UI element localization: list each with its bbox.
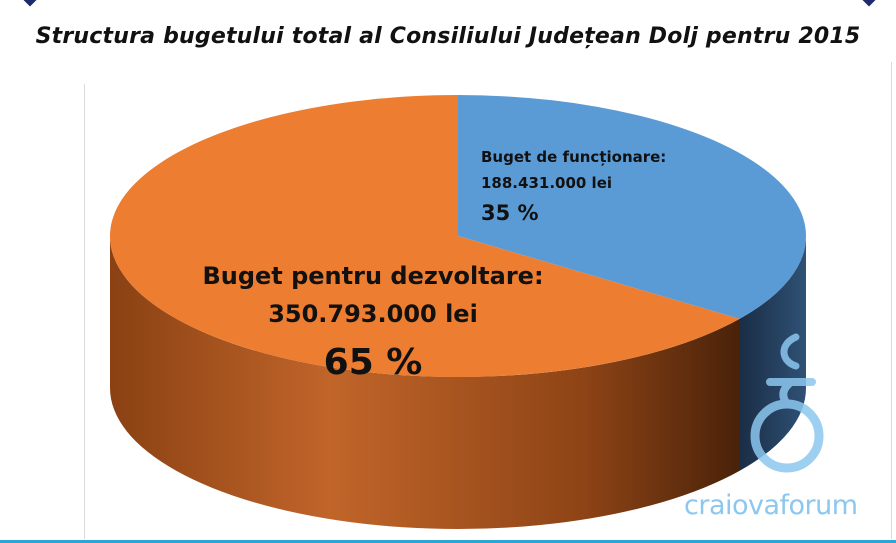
slice-label-functionare: Buget de funcționare: 188.431.000 lei 35… (481, 148, 666, 225)
pie-slice-dezvoltare (110, 95, 740, 378)
slice-label-dezvoltare-amount: 350.793.000 lei (268, 300, 478, 328)
watermark-logo-icon (750, 333, 824, 473)
slice-label-dezvoltare: Buget pentru dezvoltare: 350.793.000 lei… (202, 262, 543, 383)
chart-frame-left (84, 84, 85, 539)
slice-label-dezvoltare-name: Buget pentru dezvoltare: (202, 262, 543, 290)
slice-label-functionare-percent: 35 % (481, 201, 539, 225)
slice-label-functionare-name: Buget de funcționare: (481, 148, 666, 166)
chart-frame-right (891, 62, 892, 539)
pie-sides (110, 236, 806, 530)
watermark-text: craiovaforum (684, 490, 858, 521)
bottom-accent-bar (0, 540, 896, 543)
pie-side-functionare (739, 236, 806, 471)
pie-side-dezvoltare (110, 236, 740, 530)
slice-label-functionare-amount: 188.431.000 lei (481, 174, 612, 192)
slice-label-dezvoltare-percent: 65 % (324, 342, 423, 383)
pie-tops (110, 95, 807, 378)
chart-title: Structura bugetului total al Consiliului… (35, 24, 861, 49)
pie-slice-functionare (458, 95, 807, 319)
